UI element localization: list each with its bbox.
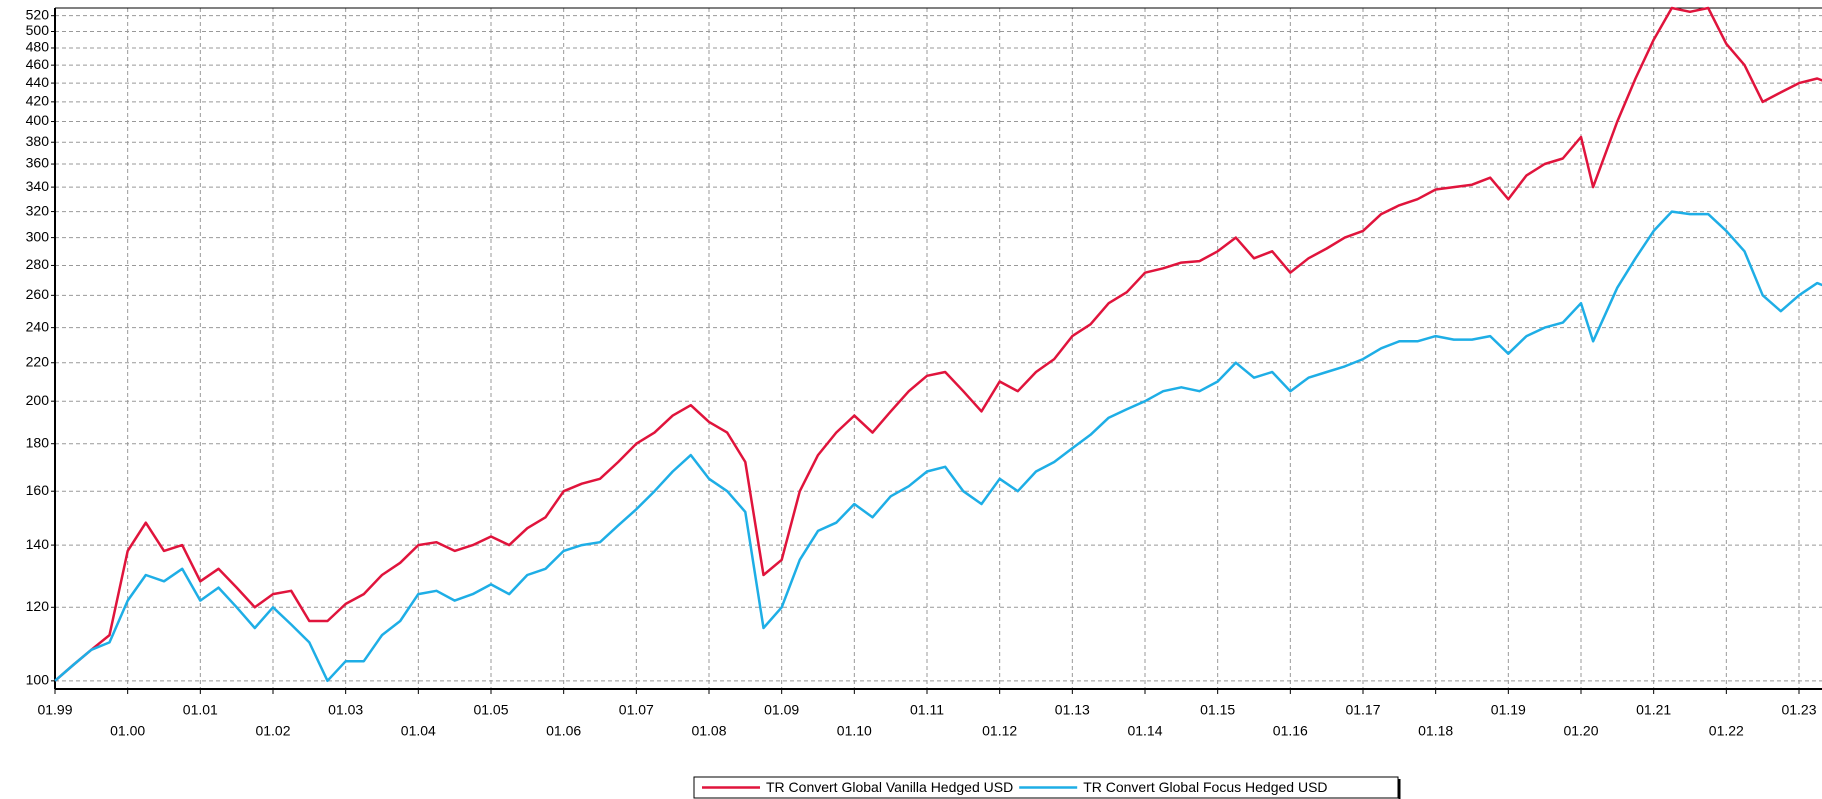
- x-tick-label: 01.23: [1781, 702, 1816, 718]
- y-tick-label: 440: [26, 74, 50, 90]
- x-tick-label: 01.22: [1709, 723, 1744, 739]
- series-line: [54, 6, 1822, 682]
- x-tick-label: 01.20: [1563, 723, 1598, 739]
- x-tick-label: 01.00: [110, 723, 145, 739]
- legend: TR Convert Global Vanilla Hedged USD TR C…: [693, 776, 1401, 799]
- x-tick-label: 01.19: [1491, 702, 1526, 718]
- y-tick-label: 100: [26, 672, 50, 688]
- x-tick-label: 01.08: [691, 723, 726, 739]
- y-tick-label: 160: [26, 482, 50, 498]
- y-tick-label: 120: [26, 598, 50, 614]
- y-tick-label: 500: [26, 22, 50, 38]
- y-tick-label: 240: [26, 318, 50, 334]
- y-tick-label: 300: [26, 228, 50, 244]
- x-tick-label: 01.17: [1345, 702, 1380, 718]
- y-tick-label: 340: [26, 178, 50, 194]
- y-tick-label: 180: [26, 434, 50, 450]
- y-tick-label: 380: [26, 133, 50, 149]
- x-tick-label: 01.07: [619, 702, 654, 718]
- x-tick-label: 01.99: [37, 702, 72, 718]
- series-line: [54, 210, 1822, 683]
- x-tick-label: 01.06: [546, 723, 581, 739]
- x-tick-label: 01.13: [1055, 702, 1090, 718]
- x-tick-label: 01.14: [1127, 723, 1162, 739]
- y-tick-label: 460: [26, 56, 50, 72]
- x-tick-label: 01.02: [255, 723, 290, 739]
- x-tick-label: 01.12: [982, 723, 1017, 739]
- x-tick-label: 01.09: [764, 702, 799, 718]
- x-tick-label: 01.01: [183, 702, 218, 718]
- y-tick-label: 420: [26, 93, 50, 109]
- x-tick-label: 01.21: [1636, 702, 1671, 718]
- y-tick-label: 320: [26, 202, 50, 218]
- y-tick-label: 200: [26, 392, 50, 408]
- x-tick-label: 01.04: [401, 723, 436, 739]
- y-tick-label: 220: [26, 353, 50, 369]
- x-tick-label: 01.16: [1273, 723, 1308, 739]
- x-tick-label: 01.18: [1418, 723, 1453, 739]
- x-tick-label: 01.05: [473, 702, 508, 718]
- y-tick-label: 480: [26, 39, 50, 55]
- x-tick-label: 01.03: [328, 702, 363, 718]
- y-tick-label: 360: [26, 155, 50, 171]
- x-tick-label: 01.11: [910, 702, 944, 718]
- y-tick-label: 400: [26, 112, 50, 128]
- y-tick-label: 280: [26, 256, 50, 272]
- y-tick-label: 260: [26, 286, 50, 302]
- legend-label: TR Convert Global Vanilla Hedged USD: [766, 779, 1013, 795]
- y-tick-label: 140: [26, 536, 50, 552]
- plot-area: [55, 8, 1822, 689]
- y-tick-label: 520: [26, 6, 50, 22]
- legend-label: TR Convert Global Focus Hedged USD: [1083, 779, 1327, 795]
- x-tick-label: 01.10: [837, 723, 872, 739]
- x-tick-label: 01.15: [1200, 702, 1235, 718]
